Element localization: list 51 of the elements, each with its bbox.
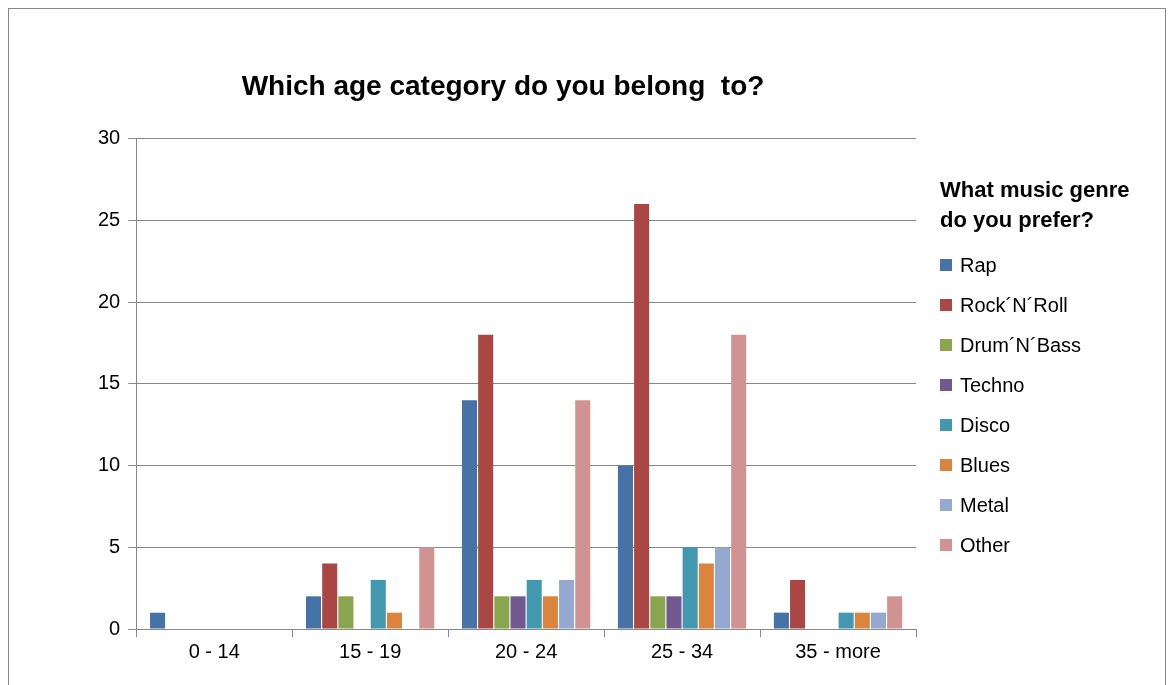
bar [542, 596, 558, 629]
bar [715, 547, 731, 629]
legend-label: Drum´N´Bass [960, 333, 1082, 357]
bar [322, 563, 338, 629]
bar [526, 579, 542, 629]
y-tick-label: 15 [98, 371, 121, 394]
bar [682, 547, 698, 629]
y-tick-label: 0 [109, 616, 121, 639]
bar [306, 596, 322, 629]
bar [666, 596, 682, 629]
x-tick-label: 15 - 19 [339, 639, 402, 662]
bar [575, 400, 591, 629]
y-tick-label: 20 [98, 289, 121, 312]
bar [790, 579, 806, 629]
bar [870, 612, 886, 629]
bar [478, 334, 494, 629]
bar [338, 596, 354, 629]
y-tick-label: 30 [98, 126, 121, 149]
x-tick-label: 25 - 34 [650, 639, 714, 662]
y-tick-label: 5 [109, 534, 121, 557]
y-tick-label: 10 [98, 453, 121, 476]
bar [731, 334, 747, 629]
bar [461, 400, 478, 629]
legend-label: Other [960, 533, 1011, 557]
bar [887, 596, 903, 629]
legend-label: Techno [960, 373, 1025, 397]
legend-label: Rap [960, 253, 997, 277]
bar [698, 563, 714, 629]
bar [419, 547, 435, 629]
x-tick-label: 35 - more [795, 639, 881, 662]
bar [854, 612, 870, 629]
bar [617, 465, 633, 629]
bar [370, 579, 386, 629]
chart-title: Which age category do you belong to? [241, 69, 765, 101]
legend-label: Blues [960, 453, 1011, 477]
bar [650, 596, 666, 629]
bar [494, 596, 510, 629]
bar [838, 612, 854, 629]
x-tick-label: 0 - 14 [188, 639, 240, 662]
legend-label: Rock´N´Roll [960, 293, 1068, 317]
bar [634, 203, 650, 629]
bar [386, 612, 402, 629]
y-tick-label: 25 [98, 207, 121, 230]
bar [150, 612, 166, 629]
bar [559, 579, 575, 629]
bar [510, 596, 526, 629]
legend-label: Disco [960, 413, 1011, 437]
x-tick-label: 20 - 24 [494, 639, 558, 662]
legend-title: What music genre do you prefer? [940, 176, 1131, 234]
legend-label: Metal [960, 493, 1009, 517]
bar [773, 612, 789, 629]
